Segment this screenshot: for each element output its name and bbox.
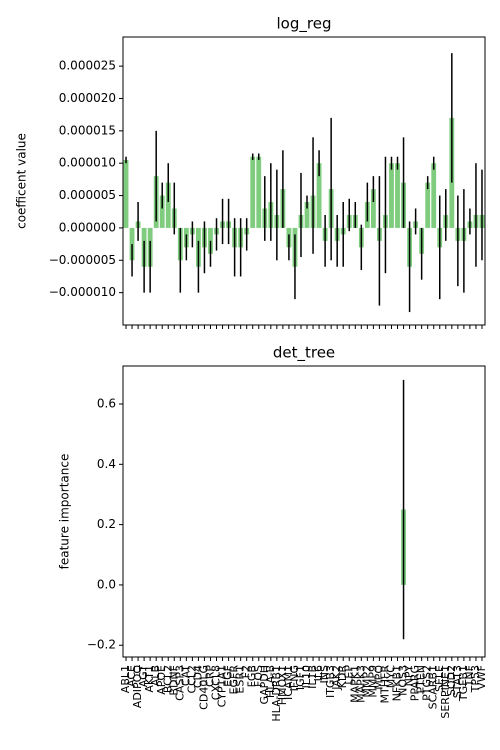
x-tick-label: ADIPOQ — [131, 665, 144, 709]
y-tick-label: −0.000005 — [49, 253, 116, 267]
x-tick-label: CXCL8 — [210, 665, 223, 700]
x-tick-label: ITGB3 — [324, 665, 337, 698]
y-tick-label: 0.000010 — [59, 156, 116, 170]
x-tick-label: IL10 — [300, 665, 313, 688]
x-tick-label: ESR1 — [234, 665, 247, 694]
x-tick-label: IL1B — [306, 665, 319, 689]
x-tick-label: PTEN — [415, 665, 428, 694]
x-tick-label: CD4 — [191, 665, 204, 688]
x-tick-label: EGF — [222, 665, 235, 687]
x-tick-label: APOE — [155, 665, 168, 695]
x-tick-label: AKT1 — [143, 665, 156, 693]
x-tick-label: ALB — [149, 665, 162, 686]
x-tick-label: MTHFR — [378, 665, 391, 704]
chart-title: det_tree — [273, 344, 335, 363]
bar — [123, 159, 129, 228]
x-tick-label: SOD2 — [445, 665, 458, 696]
x-tick-label: NFKB1 — [391, 665, 404, 701]
bar — [370, 189, 376, 228]
x-tick-label: CYP1A1 — [216, 665, 229, 707]
y-axis-label: feature importance — [58, 454, 72, 570]
x-tick-label: CRP — [203, 665, 216, 687]
y-tick-label: −0.2 — [87, 638, 116, 652]
x-tick-label: AGT — [137, 665, 150, 687]
y-tick-label: 0.4 — [97, 457, 116, 471]
bar — [304, 202, 310, 228]
x-tick-label: KDR — [336, 665, 349, 689]
plot-area — [122, 365, 486, 658]
bar — [250, 156, 256, 228]
y-tick-label: −0.000010 — [49, 285, 116, 299]
x-tick-label: LEP — [342, 665, 355, 685]
x-tick-label: MAPK3 — [354, 665, 367, 703]
x-tick-label: MPO — [372, 665, 385, 690]
x-tick-label: EGFR — [228, 665, 241, 695]
plot-area — [122, 36, 486, 326]
x-tick-label: GAPDH — [258, 665, 271, 704]
x-tick-label: NPY — [403, 665, 416, 687]
y-tick-label: 0.000005 — [59, 188, 116, 202]
bar — [256, 156, 262, 228]
x-tick-label: MMP2 — [360, 665, 373, 698]
x-tick-label: SELE — [433, 665, 446, 692]
bar — [159, 195, 165, 228]
x-tick-label: IGF1 — [294, 665, 307, 690]
x-tick-label: INS — [318, 665, 331, 683]
x-tick-label: SCARB1 — [427, 665, 440, 709]
x-tick-label: PPARG — [409, 665, 422, 701]
bar — [165, 182, 171, 228]
x-tick-label: ICAM1 — [282, 665, 295, 700]
y-tick-label: 0.000020 — [59, 91, 116, 105]
x-tick-label: BCL2 — [161, 665, 174, 693]
x-tick-label: VWF — [475, 665, 488, 690]
bar — [389, 163, 394, 228]
y-tick-label: 0.2 — [97, 517, 116, 531]
bar — [208, 227, 213, 254]
x-tick-label: TNF — [463, 665, 476, 687]
x-tick-label: IL6 — [312, 665, 325, 681]
x-tick-label: NOS3 — [397, 665, 410, 696]
y-tick-label: 0.000025 — [59, 59, 116, 73]
x-tick-label: HLA-B — [264, 665, 277, 698]
x-tick-label: IFNG — [288, 665, 301, 691]
bar — [395, 163, 400, 228]
y-tick-label: 0.000000 — [59, 220, 116, 234]
x-tick-label: CAT — [179, 665, 192, 686]
x-tick-label: CASP3 — [173, 665, 186, 701]
x-tick-label: MYC — [384, 665, 397, 689]
x-tick-label: JAK2 — [330, 665, 343, 691]
x-tick-label: MMP9 — [366, 665, 379, 698]
x-tick-label: HLA-DRB1 — [270, 665, 283, 722]
chart-title: log_reg — [277, 15, 332, 34]
x-tick-label: CCL2 — [185, 665, 198, 694]
y-axis-label: coefficent value — [15, 133, 29, 229]
x-tick-label: ABL1 — [119, 665, 132, 693]
y-tick-label: 0.6 — [97, 396, 116, 410]
x-tick-label: SERPINE1 — [439, 665, 452, 719]
bar — [129, 227, 135, 261]
x-tick-label: TP53 — [469, 665, 482, 693]
x-tick-label: ACE — [125, 665, 138, 687]
y-tick-label: 0.000015 — [59, 123, 116, 137]
x-tick-label: FGB — [246, 665, 259, 687]
x-tick-label: TGFB1 — [457, 665, 470, 702]
x-tick-label: HMOX1 — [276, 665, 289, 705]
x-tick-label: CD40LG — [197, 665, 210, 710]
x-tick-label: BDNF — [167, 665, 180, 696]
x-tick-label: F2 — [240, 665, 253, 678]
bar — [425, 182, 431, 228]
y-tick-label: 0.0 — [97, 577, 116, 591]
x-tick-label: PTGS2 — [421, 665, 434, 701]
x-tick-label: MAPK1 — [348, 665, 361, 703]
x-tick-label: STAT3 — [451, 665, 464, 698]
bar — [316, 163, 322, 228]
x-tick-label: FOS — [252, 665, 265, 687]
bar — [431, 163, 437, 228]
